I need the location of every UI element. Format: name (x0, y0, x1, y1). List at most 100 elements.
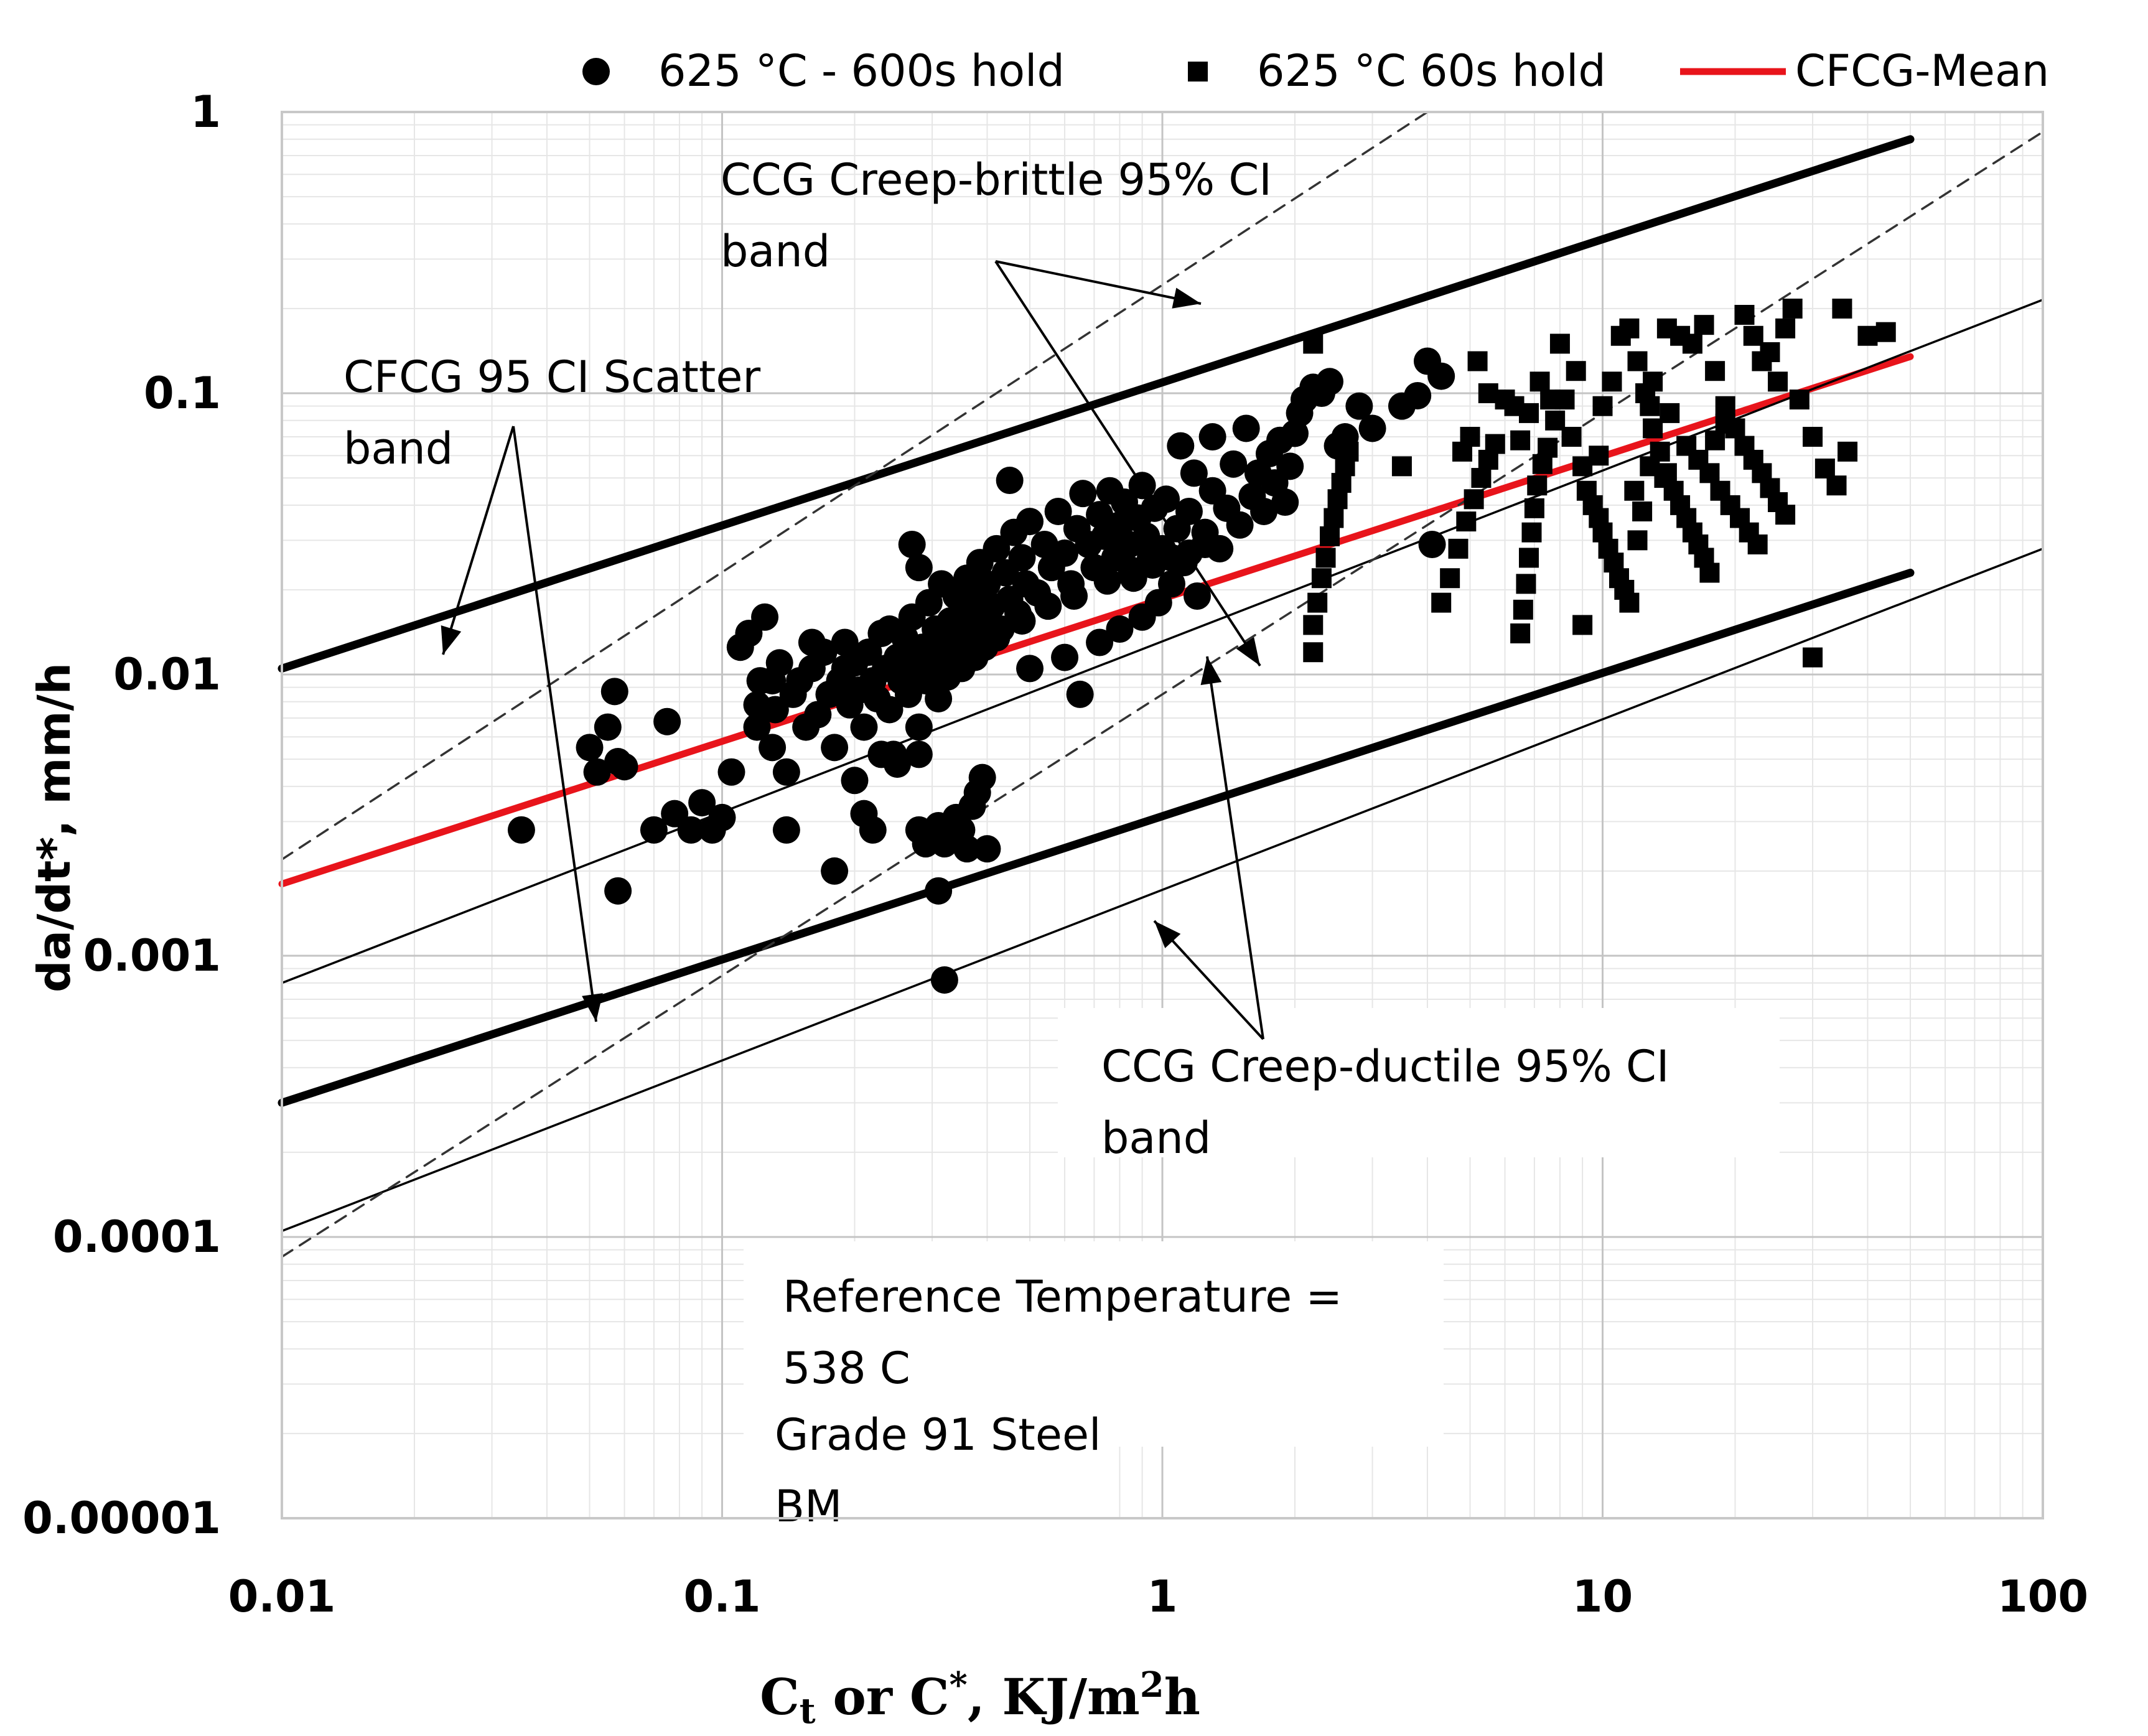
data-point-circle (876, 615, 904, 643)
data-point-square (1715, 413, 1735, 434)
data-point-square (1471, 468, 1492, 488)
data-point-circle (983, 534, 1011, 562)
data-point-square (1538, 437, 1558, 458)
data-point-square (1837, 441, 1858, 462)
data-point-square (1619, 318, 1640, 338)
data-point-square (1768, 371, 1788, 392)
data-point-square (1303, 615, 1324, 635)
data-point-circle (759, 667, 787, 695)
data-point-circle (831, 628, 859, 656)
data-point-circle (1184, 582, 1212, 610)
data-point-circle (1008, 607, 1036, 635)
ductile-arrow-right-head (1200, 656, 1222, 685)
data-point-circle (1016, 508, 1044, 536)
annotation-backgrounds (744, 1008, 1780, 1521)
fit-line-solid-red-0 (278, 353, 1914, 888)
data-point-circle (1157, 570, 1185, 598)
data-point-square (1592, 396, 1613, 416)
x-axis-ticks: 0.01 0.1 1 10 100 (228, 1571, 2088, 1622)
data-point-square (1315, 548, 1336, 568)
x-tick-label: 0.01 (228, 1571, 336, 1622)
data-point-square (1464, 489, 1484, 510)
y-tick-label: 0.0001 (53, 1211, 221, 1262)
fit-line-thin-4 (281, 548, 2044, 1233)
data-point-circle (1060, 582, 1088, 610)
data-point-square (1627, 530, 1648, 551)
data-point-circle (821, 857, 849, 885)
data-point-square (1485, 434, 1505, 454)
data-point-circle (953, 835, 981, 863)
data-point-circle (717, 758, 745, 786)
data-point-circle (640, 816, 668, 844)
data-point-square (1803, 647, 1823, 668)
data-point-circle (743, 691, 771, 719)
data-point-circle (1152, 485, 1180, 513)
data-point-square (1699, 463, 1720, 483)
x-tick-label: 100 (1997, 1571, 2088, 1622)
data-point-square (1705, 361, 1725, 381)
data-point-square (1510, 623, 1531, 643)
legend-label: 625 °C - 600s hold (658, 45, 1065, 96)
data-point-circle (1276, 452, 1304, 480)
data-point-circle (973, 835, 1001, 863)
reference-annotation-line: 538 C (783, 1343, 910, 1394)
y-tick-label: 0.001 (83, 930, 221, 981)
data-point-square (1803, 427, 1823, 447)
data-point-square (1510, 430, 1531, 450)
scatter-arrow-upper-shaft (442, 426, 515, 655)
x-title-tail: , KJ/m (968, 1668, 1140, 1726)
fit-line-dashed-5 (281, 111, 1429, 861)
data-point-square (1760, 342, 1780, 362)
data-point-circle (1069, 480, 1097, 508)
data-point-square (1632, 501, 1653, 521)
data-point-circle (905, 740, 933, 768)
data-point-circle (677, 816, 705, 844)
data-point-square (1549, 334, 1570, 354)
data-point-square (1307, 592, 1328, 613)
data-point-square (1624, 480, 1645, 501)
x-title-mid: or C (816, 1668, 950, 1726)
data-point-square (1832, 298, 1852, 319)
data-point-circle (884, 750, 912, 778)
scatter-annotation-line: CFCG 95 CI Scatter (343, 352, 760, 403)
data-point-circle (1051, 643, 1079, 671)
data-point-square (1682, 334, 1702, 354)
annotations: CCG Creep-brittle 95% CI band CFCG 95 CI S… (343, 154, 1669, 1532)
data-point-square (1857, 325, 1878, 346)
data-point-square (1440, 568, 1460, 589)
y-tick-label: 0.00001 (22, 1493, 221, 1544)
brittle-annotation-line: CCG Creep-brittle 95% CI (721, 154, 1272, 205)
data-point-square (1478, 383, 1498, 403)
y-axis-title: da/dt*, mm/h (28, 663, 80, 992)
material-label-box (744, 1447, 1111, 1521)
ductile-annotation-line: CCG Creep-ductile 95% CI (1101, 1041, 1669, 1092)
data-point-circle (1226, 511, 1254, 539)
x-axis-title: Ct or C*, KJ/m2h (760, 1664, 1200, 1732)
data-point-circle (930, 966, 958, 994)
legend-marker-circle (582, 58, 610, 85)
data-point-circle (1315, 368, 1343, 396)
data-point-circle (850, 713, 878, 741)
data-point-circle (688, 789, 716, 817)
data-point-circle (1345, 392, 1373, 420)
data-point-square (1319, 526, 1340, 546)
scatter-arrow-lower-shaft (512, 426, 597, 1022)
data-point-square (1572, 615, 1593, 635)
data-point-circle (1198, 423, 1226, 451)
data-point-square (1540, 390, 1561, 410)
data-point-circle (925, 684, 953, 712)
brittle-arrow-lower-shaft (994, 260, 1261, 667)
ductile-annotation-line: band (1101, 1113, 1211, 1164)
ductile-arrow-right-shaft (1206, 656, 1264, 1040)
x-title-sub: t (800, 1691, 816, 1732)
material-annotation-line: Grade 91 Steel (775, 1409, 1101, 1460)
data-point-square (1519, 548, 1539, 568)
data-point-square (1452, 441, 1472, 462)
data-point-circle (876, 696, 904, 724)
data-point-square (1814, 458, 1835, 478)
data-point-circle (1086, 501, 1114, 529)
data-point-circle (1427, 362, 1455, 390)
data-point-circle (798, 628, 826, 656)
data-point-square (1654, 468, 1674, 488)
data-point-square (1311, 568, 1332, 589)
